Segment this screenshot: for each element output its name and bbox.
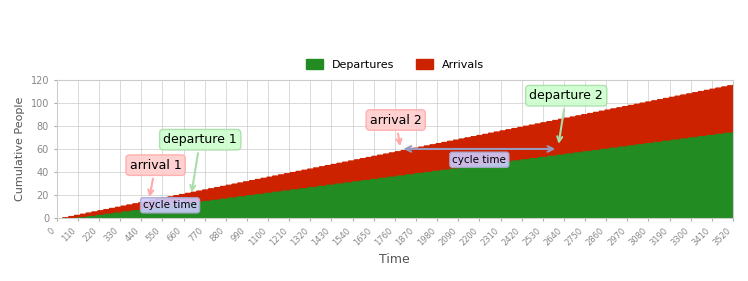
Text: arrival 1: arrival 1 xyxy=(129,159,182,195)
Text: departure 2: departure 2 xyxy=(530,89,603,142)
Text: departure 1: departure 1 xyxy=(163,133,237,190)
Y-axis label: Cumulative People: Cumulative People xyxy=(15,97,25,201)
Legend: Departures, Arrivals: Departures, Arrivals xyxy=(301,55,488,74)
Text: cycle time: cycle time xyxy=(143,200,197,210)
X-axis label: Time: Time xyxy=(379,253,410,266)
Text: cycle time: cycle time xyxy=(453,155,506,165)
Text: arrival 2: arrival 2 xyxy=(370,114,422,144)
